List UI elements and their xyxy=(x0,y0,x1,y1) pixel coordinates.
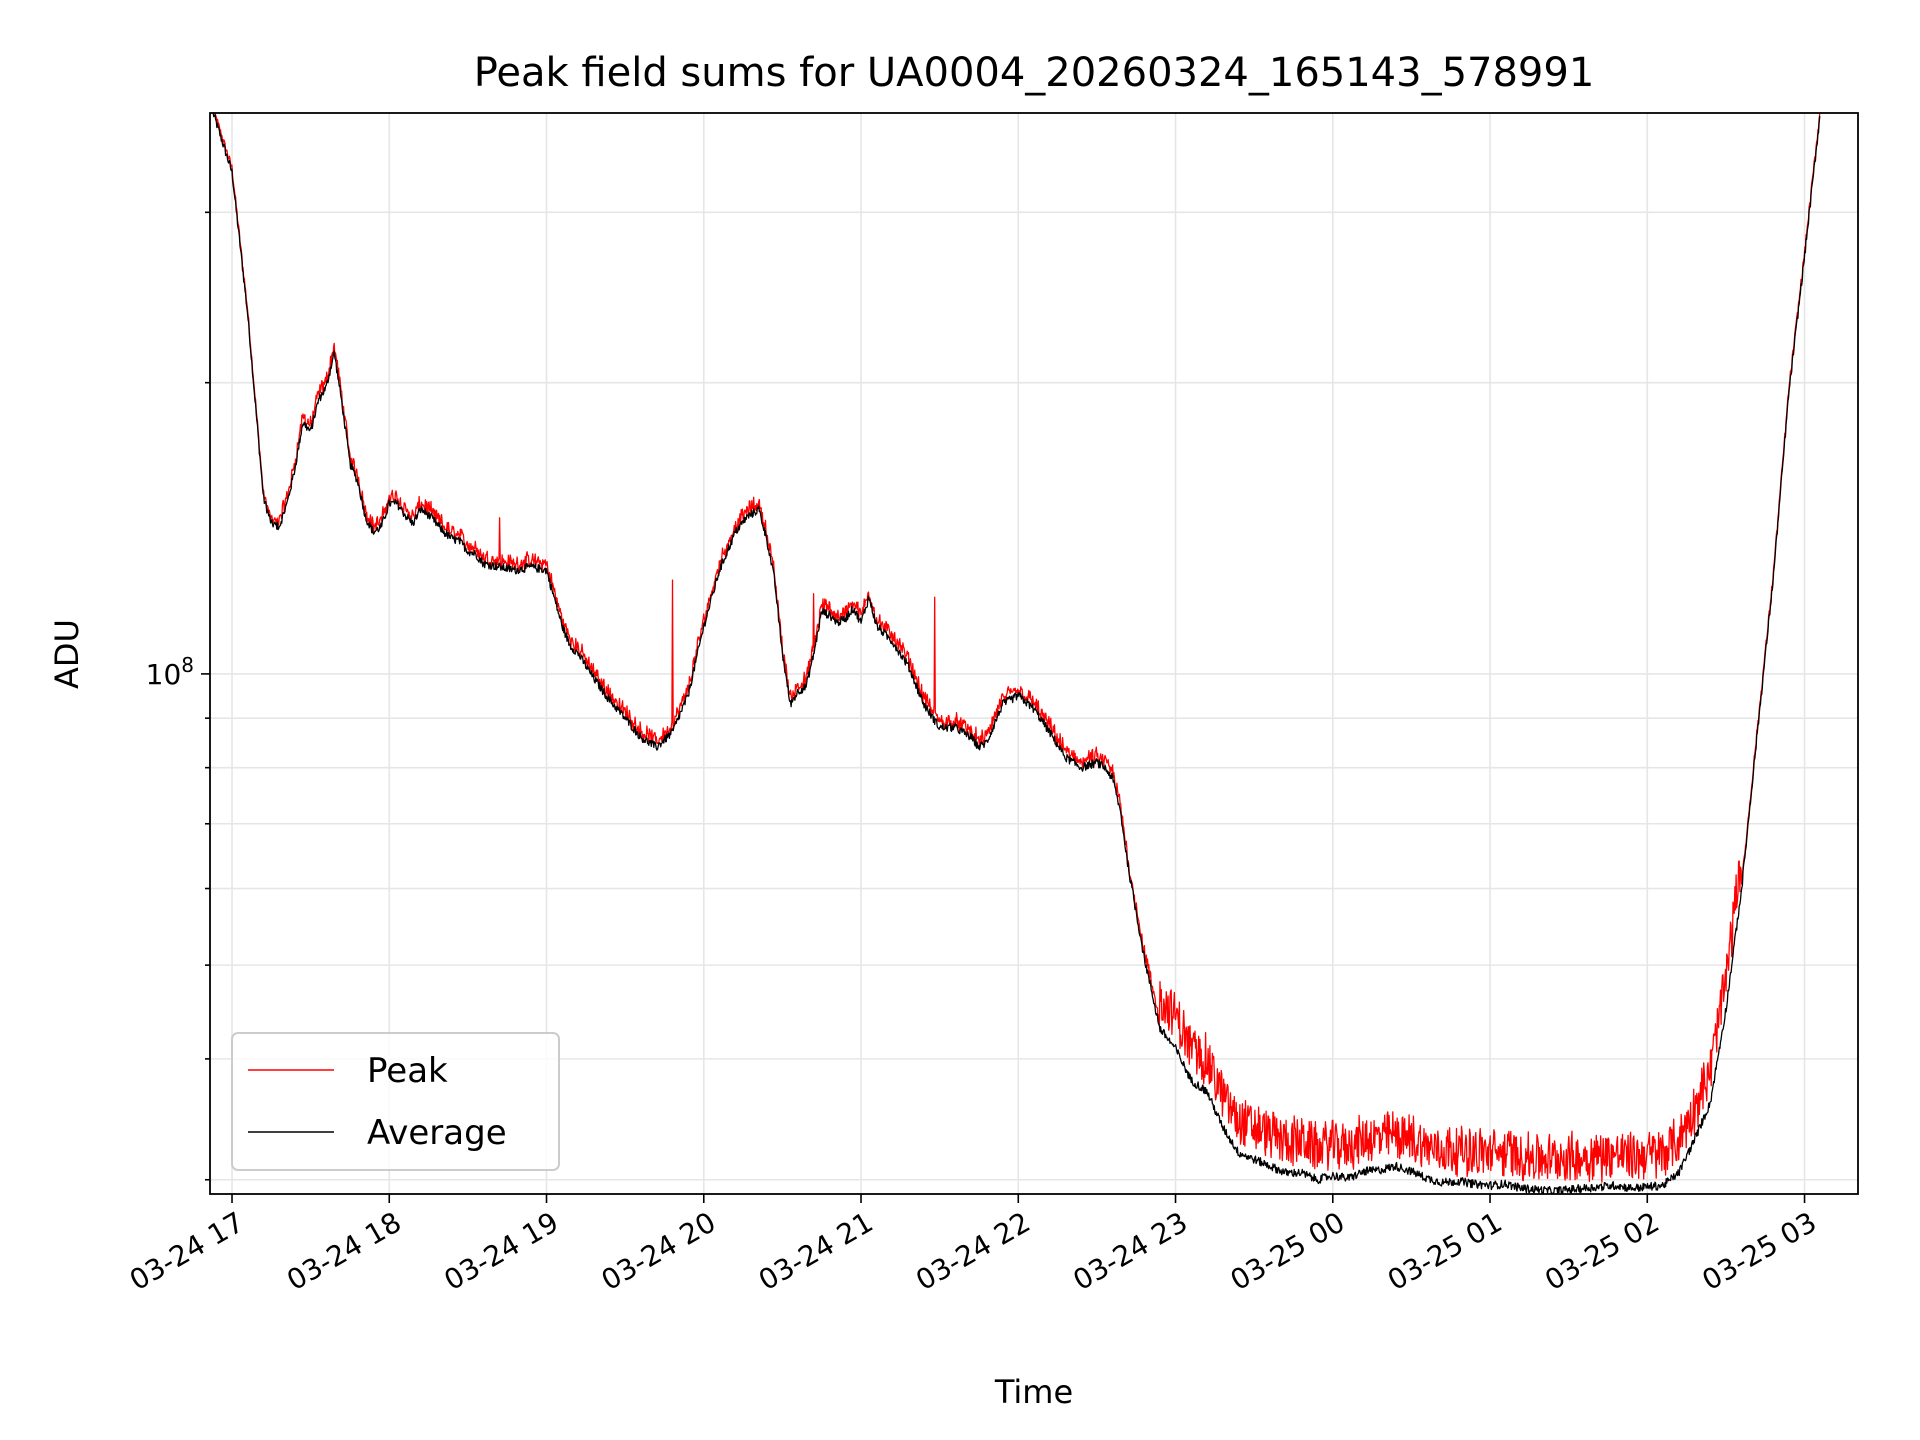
x-axis-label: Time xyxy=(994,1373,1073,1411)
chart-title: Peak field sums for UA0004_20260324_1651… xyxy=(474,50,1595,96)
average-series-line xyxy=(212,112,1821,1195)
legend-average-label: Average xyxy=(367,1113,507,1153)
y-tick-label: 108 xyxy=(146,653,194,691)
legend-box xyxy=(231,1032,560,1171)
plot-frame xyxy=(209,112,1859,1195)
legend-peak-label: Peak xyxy=(367,1051,448,1091)
y-ticks: 108 xyxy=(146,211,210,1181)
series-lines xyxy=(212,112,1821,1195)
legend: Peak Average xyxy=(231,1032,560,1171)
peak-series-line xyxy=(213,112,1821,1183)
grid xyxy=(210,113,1858,1194)
plot-area-background xyxy=(210,113,1858,1194)
y-axis-label: ADU xyxy=(48,619,86,689)
